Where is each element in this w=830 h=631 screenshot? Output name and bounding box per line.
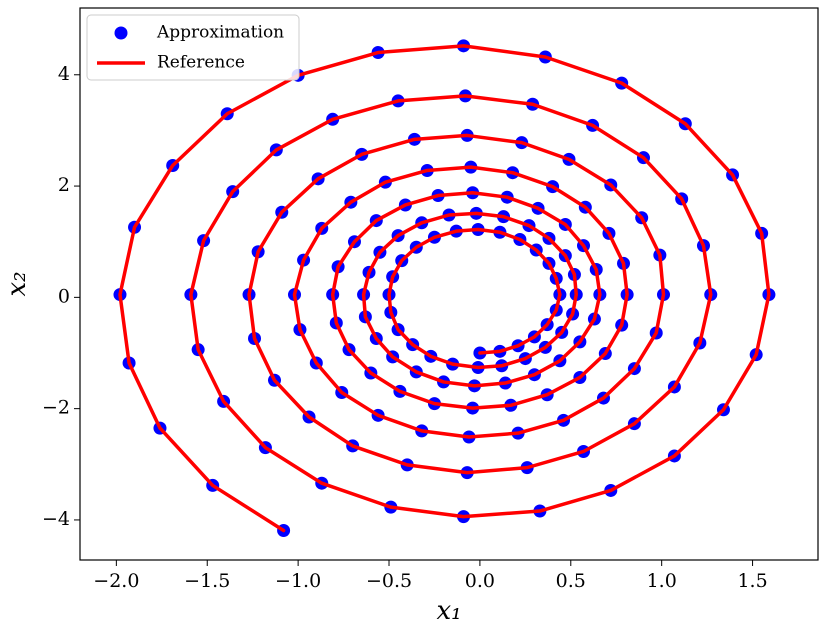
legend-marker: [114, 26, 128, 40]
plot-frame: [79, 7, 819, 561]
y-tick-label: −4: [42, 508, 70, 530]
x-tick-label: 0.0: [465, 570, 495, 592]
x-tick-label: −1.5: [184, 570, 230, 592]
legend: Approximation Reference: [86, 14, 300, 81]
y-tick-label: 4: [58, 63, 70, 85]
legend-label: Reference: [157, 53, 245, 73]
x-tick-label: −0.5: [366, 570, 412, 592]
x-tick-label: 1.0: [647, 570, 677, 592]
y-axis-label: x₂: [2, 271, 32, 296]
x-tick-label: 1.5: [737, 570, 767, 592]
y-tick-label: −2: [42, 397, 70, 419]
x-axis-label: x₁: [436, 596, 461, 626]
y-tick-label: 2: [58, 174, 70, 196]
y-tick-label: 0: [58, 285, 70, 307]
reference-line: [118, 44, 771, 533]
x-tick-label: −1.0: [275, 570, 321, 592]
x-tick-label: 0.5: [556, 570, 586, 592]
x-tick-label: −2.0: [93, 570, 139, 592]
legend-label: Approximation: [156, 23, 284, 43]
